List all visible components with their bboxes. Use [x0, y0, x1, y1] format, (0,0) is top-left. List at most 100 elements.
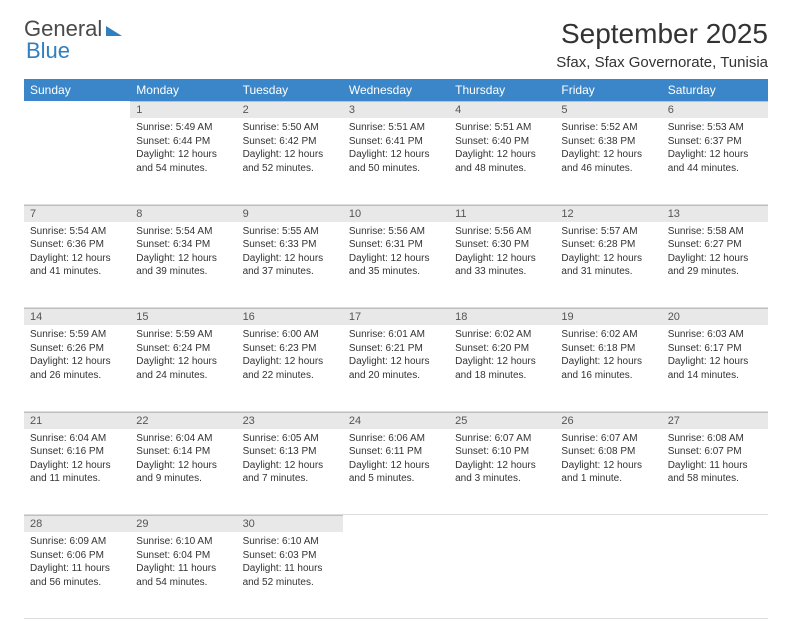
sunset-line: Sunset: 6:14 PM — [136, 445, 230, 459]
logo-triangle-icon — [106, 26, 122, 36]
sunset-line: Sunset: 6:08 PM — [561, 445, 655, 459]
day-cell-body: Sunrise: 5:50 AMSunset: 6:42 PMDaylight:… — [237, 118, 343, 179]
day-number: 26 — [555, 412, 661, 429]
sunrise-line: Sunrise: 6:00 AM — [243, 328, 337, 342]
day-number-cell: 30 — [237, 515, 343, 533]
daylight-line: Daylight: 12 hours and 9 minutes. — [136, 459, 230, 486]
sunset-line: Sunset: 6:26 PM — [30, 342, 124, 356]
day-number-cell: 17 — [343, 308, 449, 326]
daylight-line: Daylight: 12 hours and 39 minutes. — [136, 252, 230, 279]
day-cell-body: Sunrise: 5:52 AMSunset: 6:38 PMDaylight:… — [555, 118, 661, 179]
day-cell: Sunrise: 6:03 AMSunset: 6:17 PMDaylight:… — [662, 325, 768, 411]
day-number: 11 — [449, 205, 555, 222]
weekday-header: Wednesday — [343, 79, 449, 101]
day-cell: Sunrise: 5:59 AMSunset: 6:26 PMDaylight:… — [24, 325, 130, 411]
header: General Blue September 2025 Sfax, Sfax G… — [24, 18, 768, 71]
empty-cell — [449, 515, 555, 533]
day-number: 13 — [662, 205, 768, 222]
daylight-line: Daylight: 12 hours and 50 minutes. — [349, 148, 443, 175]
daylight-line: Daylight: 12 hours and 48 minutes. — [455, 148, 549, 175]
day-number: 24 — [343, 412, 449, 429]
sunset-line: Sunset: 6:31 PM — [349, 238, 443, 252]
day-number: 10 — [343, 205, 449, 222]
sunset-line: Sunset: 6:11 PM — [349, 445, 443, 459]
day-number: 4 — [449, 101, 555, 118]
weekday-header: Saturday — [662, 79, 768, 101]
daylight-line: Daylight: 11 hours and 52 minutes. — [243, 562, 337, 589]
sunset-line: Sunset: 6:03 PM — [243, 549, 337, 563]
daylight-line: Daylight: 12 hours and 20 minutes. — [349, 355, 443, 382]
day-cell-body: Sunrise: 6:05 AMSunset: 6:13 PMDaylight:… — [237, 429, 343, 490]
empty-cell — [449, 532, 555, 618]
weekday-header: Monday — [130, 79, 236, 101]
daylight-line: Daylight: 12 hours and 7 minutes. — [243, 459, 337, 486]
day-cell: Sunrise: 6:06 AMSunset: 6:11 PMDaylight:… — [343, 429, 449, 515]
day-cell: Sunrise: 6:01 AMSunset: 6:21 PMDaylight:… — [343, 325, 449, 411]
sunrise-line: Sunrise: 5:50 AM — [243, 121, 337, 135]
day-cell-body: Sunrise: 6:02 AMSunset: 6:20 PMDaylight:… — [449, 325, 555, 386]
day-number: 8 — [130, 205, 236, 222]
sunset-line: Sunset: 6:28 PM — [561, 238, 655, 252]
daylight-line: Daylight: 12 hours and 41 minutes. — [30, 252, 124, 279]
sunrise-line: Sunrise: 5:53 AM — [668, 121, 762, 135]
sunrise-line: Sunrise: 6:02 AM — [561, 328, 655, 342]
sunrise-line: Sunrise: 6:01 AM — [349, 328, 443, 342]
location-text: Sfax, Sfax Governorate, Tunisia — [556, 54, 768, 71]
day-number: 27 — [662, 412, 768, 429]
day-number-cell: 4 — [449, 101, 555, 118]
day-cell-body: Sunrise: 6:01 AMSunset: 6:21 PMDaylight:… — [343, 325, 449, 386]
sunset-line: Sunset: 6:20 PM — [455, 342, 549, 356]
day-number-cell: 14 — [24, 308, 130, 326]
day-number-cell: 2 — [237, 101, 343, 118]
sunset-line: Sunset: 6:06 PM — [30, 549, 124, 563]
logo: General Blue — [24, 18, 122, 62]
day-cell-body: Sunrise: 5:58 AMSunset: 6:27 PMDaylight:… — [662, 222, 768, 283]
day-cell: Sunrise: 6:10 AMSunset: 6:03 PMDaylight:… — [237, 532, 343, 618]
day-number-cell: 9 — [237, 204, 343, 222]
empty-cell — [343, 532, 449, 618]
sunrise-line: Sunrise: 6:07 AM — [561, 432, 655, 446]
day-cell-body: Sunrise: 5:53 AMSunset: 6:37 PMDaylight:… — [662, 118, 768, 179]
week-row: Sunrise: 5:59 AMSunset: 6:26 PM Daylight:… — [24, 325, 768, 411]
day-number: 2 — [237, 101, 343, 118]
day-cell-body: Sunrise: 5:54 AMSunset: 6:34 PMDaylight:… — [130, 222, 236, 283]
day-cell-body: Sunrise: 6:06 AMSunset: 6:11 PMDaylight:… — [343, 429, 449, 490]
daylight-line: Daylight: 12 hours and 3 minutes. — [455, 459, 549, 486]
day-cell: Sunrise: 5:51 AMSunset: 6:40 PMDaylight:… — [449, 118, 555, 204]
day-number-cell: 1 — [130, 101, 236, 118]
sunset-line: Sunset: 6:24 PM — [136, 342, 230, 356]
day-cell-body: Sunrise: 6:08 AMSunset: 6:07 PMDaylight:… — [662, 429, 768, 490]
day-number-cell: 22 — [130, 411, 236, 429]
weekday-header: Thursday — [449, 79, 555, 101]
day-cell: Sunrise: 5:54 AMSunset: 6:36 PMDaylight:… — [24, 222, 130, 308]
daynum-row: 78910111213 — [24, 204, 768, 222]
day-number-cell: 27 — [662, 411, 768, 429]
day-number-cell: 21 — [24, 411, 130, 429]
sunrise-line: Sunrise: 5:54 AM — [30, 225, 124, 239]
empty-cell — [555, 532, 661, 618]
day-number-cell: 16 — [237, 308, 343, 326]
sunrise-line: Sunrise: 6:04 AM — [136, 432, 230, 446]
day-number: 3 — [343, 101, 449, 118]
sunset-line: Sunset: 6:27 PM — [668, 238, 762, 252]
day-cell-body: Sunrise: 6:03 AMSunset: 6:17 PMDaylight:… — [662, 325, 768, 386]
sunrise-line: Sunrise: 6:07 AM — [455, 432, 549, 446]
sunset-line: Sunset: 6:33 PM — [243, 238, 337, 252]
sunrise-line: Sunrise: 5:59 AM — [30, 328, 124, 342]
day-cell-body: Sunrise: 5:57 AMSunset: 6:28 PMDaylight:… — [555, 222, 661, 283]
sunset-line: Sunset: 6:13 PM — [243, 445, 337, 459]
sunrise-line: Sunrise: 6:10 AM — [243, 535, 337, 549]
day-cell: Sunrise: 5:56 AMSunset: 6:31 PMDaylight:… — [343, 222, 449, 308]
day-number: 6 — [662, 101, 768, 118]
daylight-line: Daylight: 11 hours and 58 minutes. — [668, 459, 762, 486]
day-cell-body: Sunrise: 6:10 AMSunset: 6:04 PMDaylight:… — [130, 532, 236, 593]
daylight-line: Daylight: 11 hours and 56 minutes. — [30, 562, 124, 589]
day-cell: Sunrise: 5:57 AMSunset: 6:28 PMDaylight:… — [555, 222, 661, 308]
sunrise-line: Sunrise: 6:04 AM — [30, 432, 124, 446]
day-cell-body: Sunrise: 6:02 AMSunset: 6:18 PMDaylight:… — [555, 325, 661, 386]
day-cell-body: Sunrise: 6:09 AMSunset: 6:06 PMDaylight:… — [24, 532, 130, 593]
day-number-cell: 10 — [343, 204, 449, 222]
daylight-line: Daylight: 12 hours and 35 minutes. — [349, 252, 443, 279]
week-row: Sunrise: 5:49 AMSunset: 6:44 PMDaylight:… — [24, 118, 768, 204]
daylight-line: Daylight: 12 hours and 14 minutes. — [668, 355, 762, 382]
